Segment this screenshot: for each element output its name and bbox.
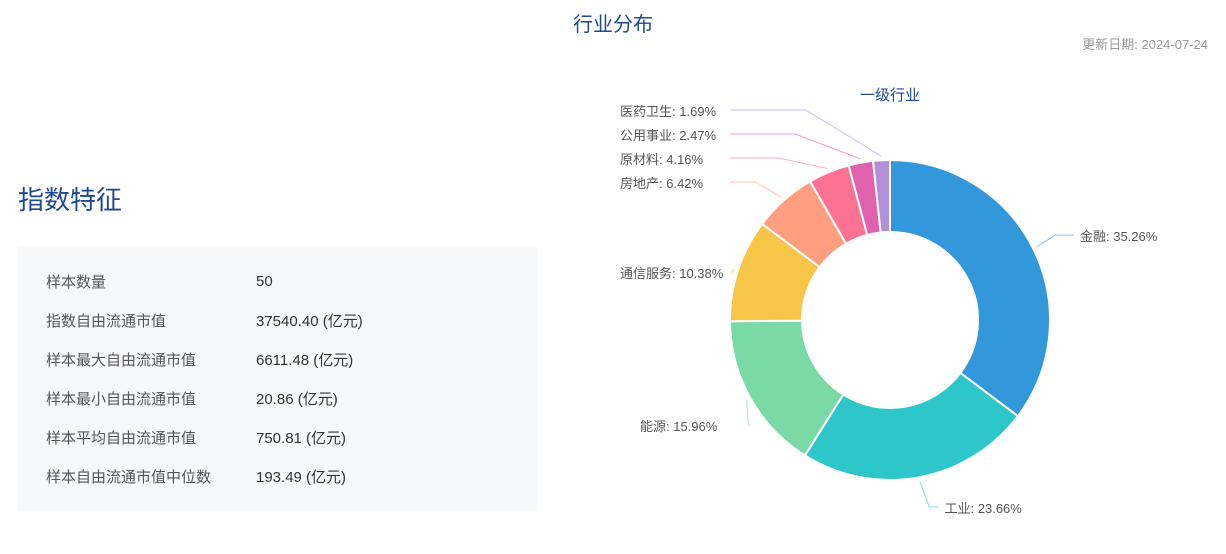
stat-row: 指数自由流通市值 37540.40 (亿元)	[46, 310, 510, 331]
slice-label-公用事业: 公用事业: 2.47%	[620, 125, 716, 144]
slice-label-房地产: 房地产: 6.42%	[620, 173, 703, 192]
chart-subtitle: 一级行业	[860, 84, 920, 105]
slice-label-能源: 能源: 15.96%	[640, 416, 717, 435]
slice-label-医药卫生: 医药卫生: 1.69%	[620, 101, 716, 120]
stat-value: 37540.40 (亿元)	[256, 310, 363, 331]
stat-value: 193.49 (亿元)	[256, 466, 346, 487]
stat-value: 20.86 (亿元)	[256, 388, 338, 409]
stat-row: 样本最小自由流通市值 20.86 (亿元)	[46, 388, 510, 409]
stat-label: 样本自由流通市值中位数	[46, 466, 256, 487]
stat-value: 750.81 (亿元)	[256, 427, 346, 448]
update-date: 更新日期: 2024-07-24	[1082, 34, 1208, 53]
stat-row: 样本最大自由流通市值 6611.48 (亿元)	[46, 349, 510, 370]
slice-label-金融: 金融: 35.26%	[1080, 226, 1157, 245]
main-title: 行业分布	[573, 8, 653, 37]
stat-label: 样本最小自由流通市值	[46, 388, 256, 409]
slice-label-原材料: 原材料: 4.16%	[620, 149, 703, 168]
section-title: 指数特征	[18, 180, 538, 217]
stat-row: 样本平均自由流通市值 750.81 (亿元)	[46, 427, 510, 448]
stat-row: 样本数量 50	[46, 271, 510, 292]
stat-value: 50	[256, 273, 273, 290]
stats-box: 样本数量 50 指数自由流通市值 37540.40 (亿元) 样本最大自由流通市…	[18, 247, 538, 511]
stat-label: 样本最大自由流通市值	[46, 349, 256, 370]
slice-label-通信服务: 通信服务: 10.38%	[620, 263, 723, 282]
donut-chart	[710, 140, 1070, 500]
slice-label-工业: 工业: 23.66%	[945, 498, 1022, 517]
stat-label: 样本平均自由流通市值	[46, 427, 256, 448]
stat-row: 样本自由流通市值中位数 193.49 (亿元)	[46, 466, 510, 487]
donut-slice-金融[interactable]	[890, 160, 1050, 416]
chart-area: 一级行业 金融: 35.26% 工业: 23.66% 能源: 15.96% 通信服务:…	[560, 60, 1220, 550]
stat-value: 6611.48 (亿元)	[256, 349, 353, 370]
stat-label: 样本数量	[46, 271, 256, 292]
left-panel: 指数特征 样本数量 50 指数自由流通市值 37540.40 (亿元) 样本最大…	[18, 180, 538, 511]
stat-label: 指数自由流通市值	[46, 310, 256, 331]
